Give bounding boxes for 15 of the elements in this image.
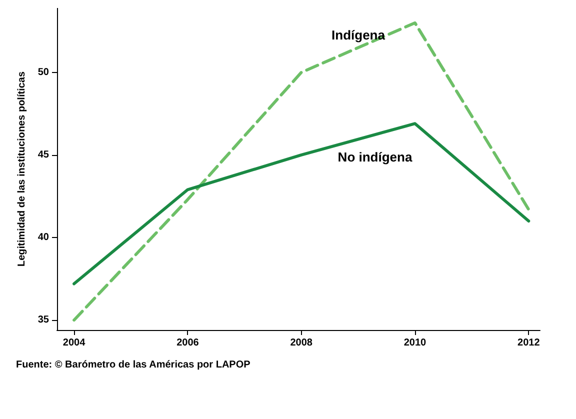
series-label: Indígena: [332, 27, 386, 42]
x-tick-label: 2008: [290, 338, 313, 348]
y-tick-label: 40: [38, 232, 50, 244]
series-label: No indígena: [338, 150, 413, 165]
x-tick-label: 2006: [176, 338, 200, 348]
y-tick-label: 50: [38, 66, 50, 78]
x-tick-label: 2004: [62, 338, 86, 348]
source-note: Fuente: © Barómetro de las Américas por LAPOP: [16, 360, 251, 370]
line-series: [72, 122, 530, 286]
x-tick-label: 2010: [404, 338, 427, 348]
line-series: [72, 21, 530, 322]
y-axis-title: Legitimidad de las instituciones políticas: [16, 71, 28, 267]
y-tick-label: 45: [38, 149, 50, 160]
x-tick-label: 2012: [518, 338, 540, 348]
y-tick-label: 35: [38, 314, 50, 326]
